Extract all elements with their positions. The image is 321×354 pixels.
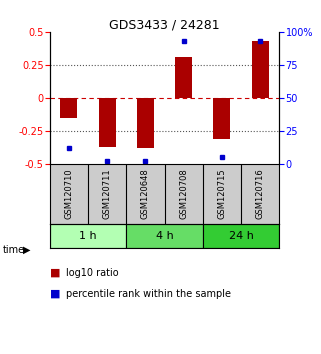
Bar [50,224,126,248]
Text: GSM120716: GSM120716 [256,169,265,219]
Text: 1 h: 1 h [79,231,97,241]
Title: GDS3433 / 24281: GDS3433 / 24281 [109,19,220,32]
Text: ■: ■ [50,268,60,278]
Text: 4 h: 4 h [156,231,173,241]
Bar [60,98,77,118]
Text: ▶: ▶ [22,245,30,255]
Bar [203,224,279,248]
Text: ■: ■ [50,289,60,299]
Bar [213,98,230,139]
Text: GSM120711: GSM120711 [103,169,112,219]
Bar [99,98,116,147]
Text: log10 ratio: log10 ratio [66,268,118,278]
Bar [126,224,203,248]
Text: GSM120710: GSM120710 [65,169,74,219]
Text: time: time [3,245,25,255]
Bar [252,41,269,98]
Text: GSM120715: GSM120715 [217,169,226,219]
Text: GSM120648: GSM120648 [141,169,150,219]
Bar [137,98,154,148]
Text: percentile rank within the sample: percentile rank within the sample [66,289,231,299]
Bar [175,57,192,98]
Text: 24 h: 24 h [229,231,254,241]
Text: GSM120708: GSM120708 [179,169,188,219]
